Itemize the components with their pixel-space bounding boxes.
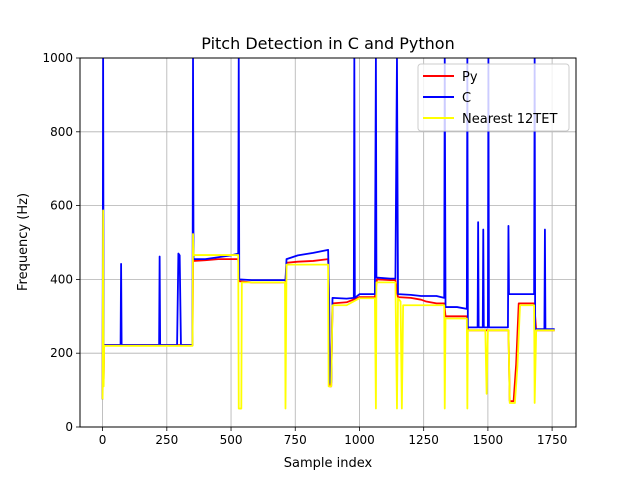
legend-label-c: C [462, 91, 471, 106]
legend-label-12tet: Nearest 12TET [462, 112, 557, 127]
y-tick-label: 200 [50, 346, 73, 360]
y-tick-label: 400 [50, 272, 73, 286]
axis-ticks: 0 250 500 750 1000 1250 1500 1750 0 200 400 600 800 1… [42, 51, 567, 447]
x-axis-label: Sample index [284, 456, 373, 471]
x-tick-label: 1250 [408, 433, 439, 447]
legend: Py C Nearest 12TET [417, 63, 570, 132]
x-tick-label: 750 [284, 433, 307, 447]
series-layer [101, 58, 555, 410]
series-line-nearest-12tet [101, 209, 555, 410]
legend-box [417, 63, 570, 132]
plot-frame [79, 57, 577, 428]
x-tick-label: 1750 [537, 433, 568, 447]
chart-title: Pitch Detection in C and Python [201, 34, 454, 53]
y-axis-label: Frequency (Hz) [16, 193, 31, 291]
x-tick-label: 1500 [473, 433, 504, 447]
y-tick-label: 1000 [42, 51, 73, 65]
y-tick-label: 600 [50, 199, 73, 213]
y-tick-label: 0 [65, 420, 73, 434]
x-tick-label: 250 [155, 433, 178, 447]
x-tick-label: 0 [99, 433, 107, 447]
x-tick-label: 500 [220, 433, 243, 447]
legend-label-py: Py [462, 70, 478, 85]
y-tick-label: 800 [50, 125, 73, 139]
x-tick-label: 1000 [344, 433, 375, 447]
